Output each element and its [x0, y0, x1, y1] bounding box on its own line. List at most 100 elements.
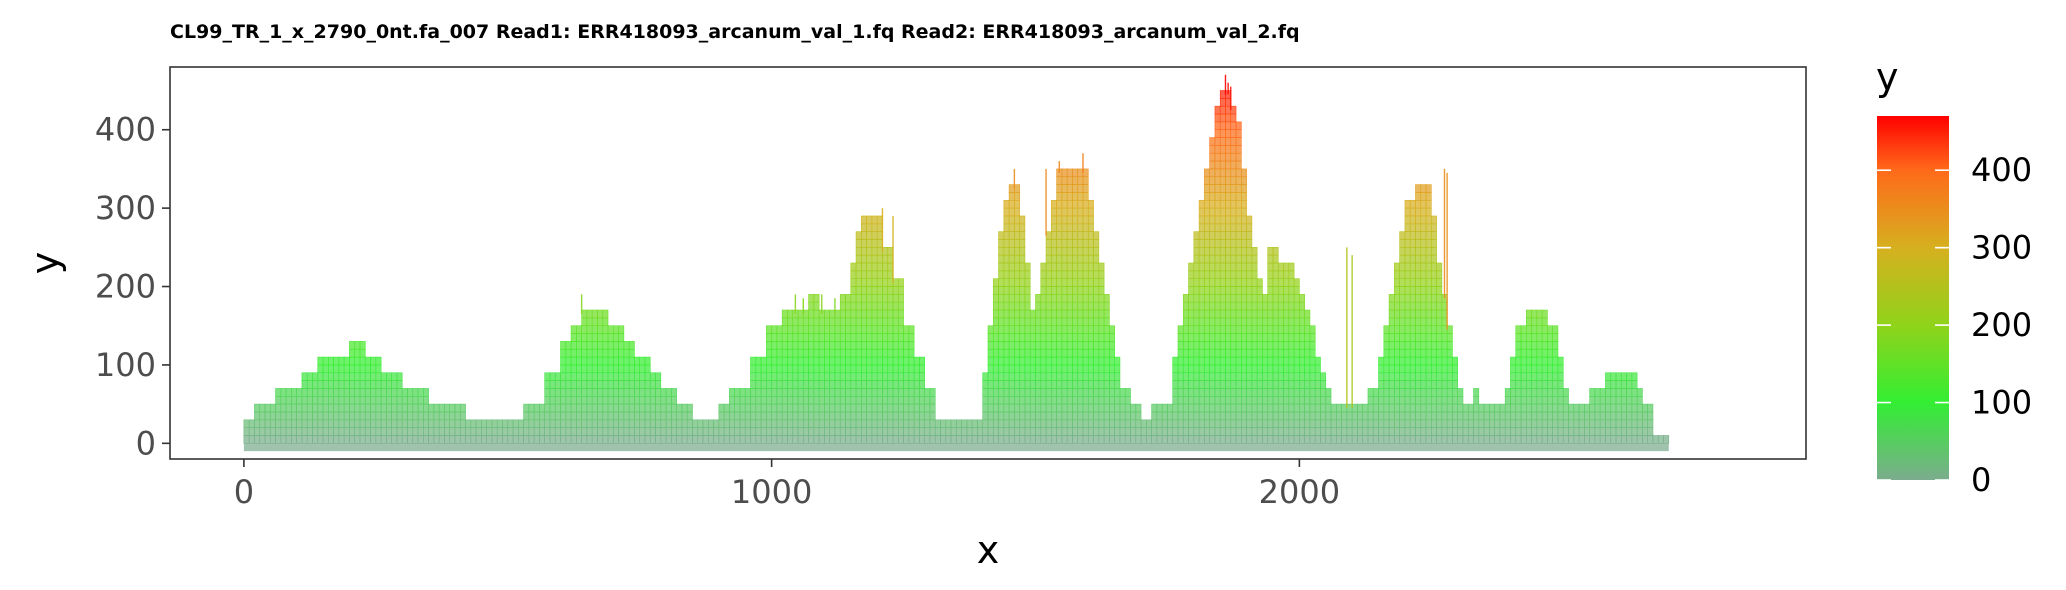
- coverage-bar: [1394, 286, 1400, 295]
- coverage-bar: [866, 333, 873, 342]
- coverage-bar: [1256, 403, 1263, 413]
- coverage-bar: [1082, 419, 1089, 428]
- coverage-bar: [1420, 435, 1427, 444]
- coverage-bar: [1040, 380, 1047, 389]
- coverage-bar: [866, 301, 873, 311]
- coverage-bar: [275, 388, 282, 397]
- coverage-bar: [1320, 419, 1327, 428]
- coverage-bar: [1182, 395, 1189, 405]
- coverage-bar: [560, 411, 567, 421]
- coverage-bar: [1035, 309, 1042, 319]
- coverage-bar: [1599, 395, 1606, 405]
- coverage-bar: [354, 411, 361, 421]
- coverage-bar: [876, 262, 883, 272]
- coverage-bar: [1615, 388, 1622, 397]
- coverage-bar: [1235, 395, 1242, 405]
- coverage-bar: [998, 364, 1005, 374]
- coverage-bar: [1188, 356, 1195, 366]
- coverage-bar: [1024, 427, 1031, 436]
- coverage-bar: [655, 411, 662, 421]
- coverage-bar: [845, 427, 852, 436]
- coverage-bar: [597, 341, 604, 350]
- x-tick-label: 1000: [731, 473, 812, 511]
- coverage-bar: [945, 427, 952, 436]
- coverage-bar: [1246, 364, 1253, 374]
- coverage-bar: [1547, 380, 1553, 389]
- coverage-bar: [1151, 403, 1158, 413]
- coverage-bar: [1272, 309, 1279, 319]
- coverage-bar: [892, 403, 899, 413]
- coverage-bar: [1214, 152, 1221, 162]
- coverage-bar: [1425, 239, 1432, 248]
- coverage-bar: [1019, 262, 1026, 272]
- coverage-bar: [1035, 348, 1042, 358]
- coverage-bar: [887, 435, 894, 444]
- coverage-bar: [1388, 435, 1395, 444]
- coverage-bar: [982, 380, 989, 389]
- coverage-bar: [1552, 380, 1559, 389]
- coverage-bar: [824, 419, 830, 428]
- coverage-bar: [718, 403, 725, 413]
- coverage-bar: [882, 427, 889, 436]
- coverage-bar: [1124, 388, 1131, 397]
- coverage-bar: [644, 356, 651, 366]
- coverage-bar: [760, 388, 767, 397]
- coverage-bar: [591, 372, 598, 381]
- coverage-bar: [1489, 435, 1495, 444]
- coverage-bar: [734, 395, 741, 405]
- coverage-bar: [1314, 419, 1321, 428]
- coverage-bar: [518, 435, 524, 444]
- coverage-bar: [1446, 372, 1453, 381]
- y-tick-label: 100: [95, 346, 156, 384]
- coverage-bar: [1214, 254, 1221, 264]
- coverage-bar: [1541, 356, 1548, 366]
- coverage-bar: [876, 348, 883, 358]
- coverage-bar: [855, 301, 862, 311]
- coverage-bar: [523, 411, 530, 421]
- coverage-bar: [343, 388, 350, 397]
- coverage-bar: [866, 419, 873, 428]
- coverage-bar: [1288, 348, 1295, 358]
- coverage-bar: [1256, 427, 1263, 436]
- coverage-bar: [607, 372, 614, 381]
- coverage-bar: [797, 356, 804, 366]
- coverage-bar: [1415, 364, 1422, 374]
- coverage-bar: [655, 427, 662, 436]
- coverage-bar: [1394, 395, 1400, 405]
- coverage-bar: [1082, 435, 1089, 444]
- coverage-bar: [1277, 262, 1284, 272]
- coverage-bar: [1378, 372, 1385, 381]
- coverage-bar: [1404, 199, 1411, 209]
- coverage-bar: [956, 435, 962, 444]
- coverage-bar: [1293, 309, 1300, 319]
- coverage-bar: [1288, 364, 1295, 374]
- coverage-bar: [1072, 317, 1079, 327]
- coverage-bar: [1441, 419, 1448, 428]
- coverage-bar: [876, 301, 883, 311]
- coverage-bar: [533, 411, 540, 421]
- coverage-bar: [1404, 247, 1411, 256]
- coverage-bar: [1035, 395, 1042, 405]
- coverage-bar: [1209, 333, 1216, 342]
- coverage-bar: [1610, 395, 1617, 405]
- coverage-bar: [1420, 419, 1427, 428]
- coverage-bar: [998, 262, 1005, 272]
- coverage-bar: [623, 388, 630, 397]
- coverage-bar: [623, 419, 630, 428]
- coverage-bar: [1214, 333, 1221, 342]
- coverage-bar: [1277, 364, 1284, 374]
- coverage-bar: [829, 427, 836, 436]
- coverage-bar: [554, 435, 561, 444]
- coverage-bar: [1431, 364, 1437, 374]
- coverage-bar: [1077, 176, 1084, 185]
- coverage-bar: [1547, 388, 1553, 397]
- coverage-bar: [1262, 380, 1269, 389]
- coverage-bar: [1547, 341, 1553, 350]
- coverage-bar: [766, 356, 772, 366]
- coverage-bar: [839, 325, 846, 334]
- coverage-bar: [1024, 435, 1031, 444]
- coverage-bar: [375, 356, 382, 366]
- coverage-bar: [1399, 294, 1406, 303]
- coverage-bar: [544, 372, 551, 381]
- coverage-bar: [560, 435, 567, 444]
